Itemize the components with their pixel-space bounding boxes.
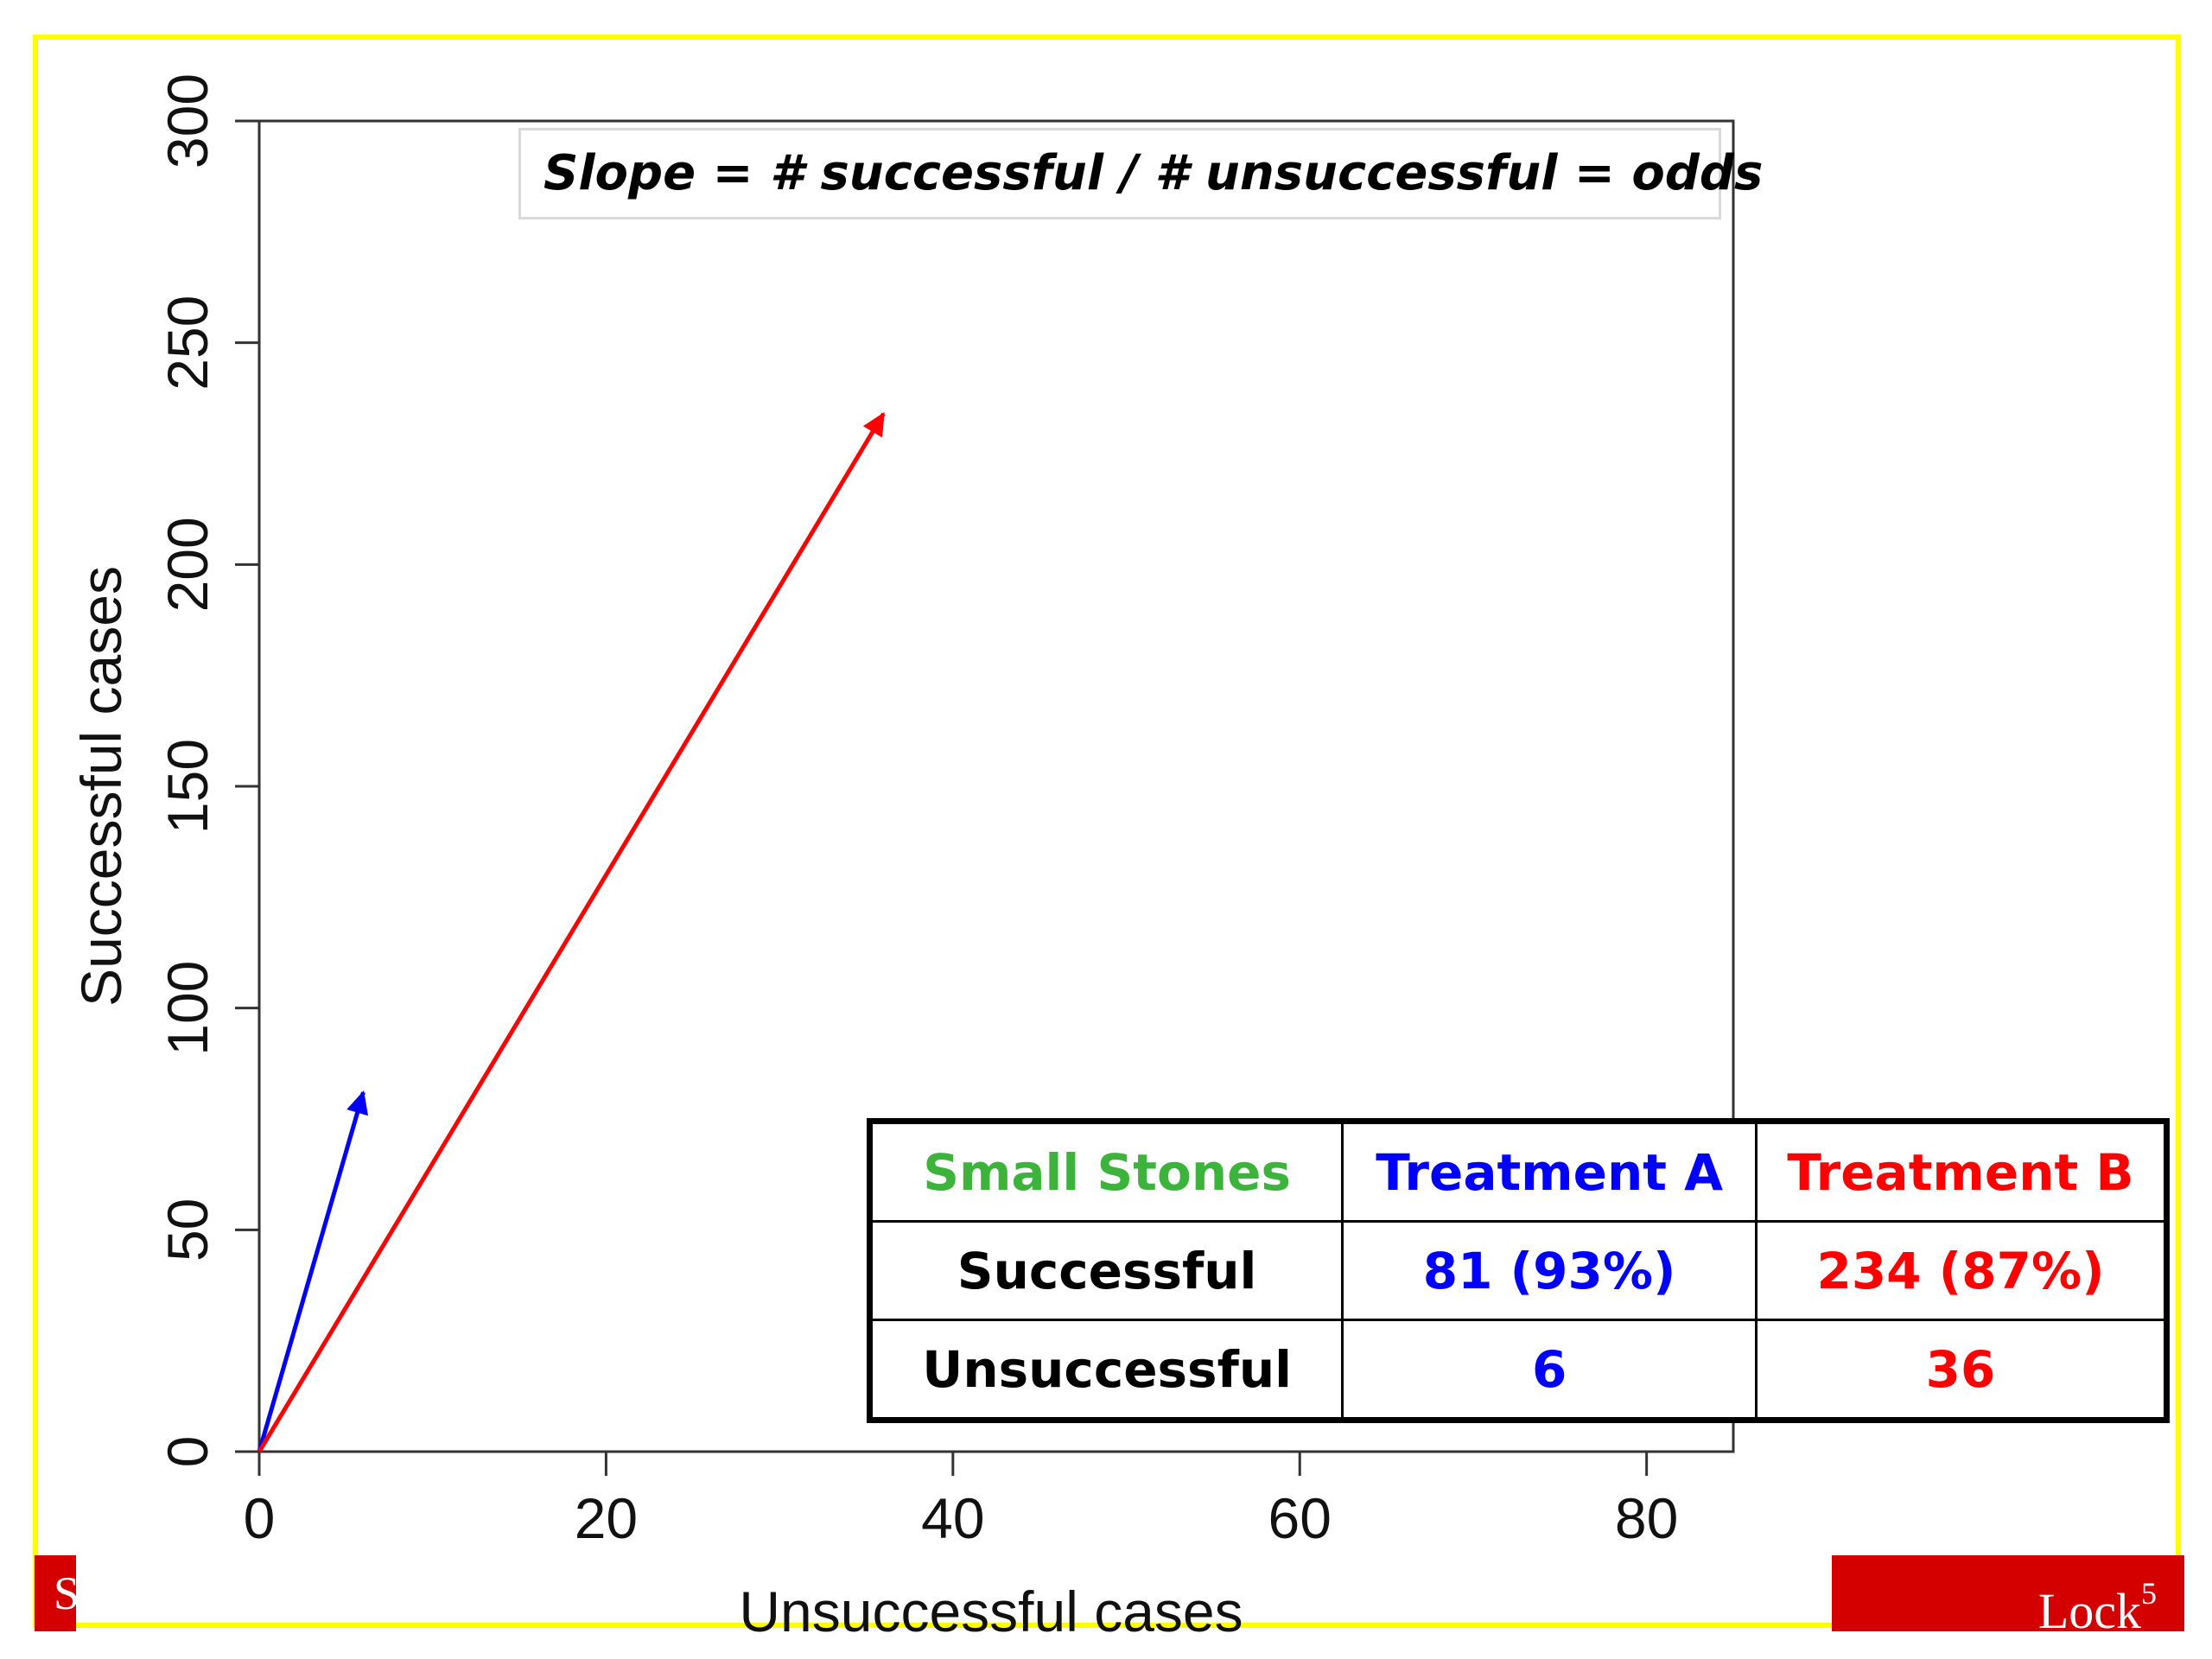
table-header-group: Small Stones xyxy=(868,1120,1344,1223)
series-line-treatment-b xyxy=(257,412,886,1453)
x-tick-label: 60 xyxy=(1268,1486,1332,1550)
y-tick-label: 50 xyxy=(156,1198,219,1262)
y-tick-label: 150 xyxy=(156,739,219,834)
table-row: Unsuccessful 6 36 xyxy=(868,1319,2168,1421)
series-arrowhead-treatment-a xyxy=(346,1090,369,1116)
x-tick-label: 80 xyxy=(1615,1486,1678,1550)
y-axis-title: Successful cases xyxy=(69,566,133,1007)
table-header-treatment-a: Treatment A xyxy=(1341,1120,1758,1223)
series-arrowhead-treatment-b xyxy=(862,411,885,438)
footer-left-bar: S xyxy=(35,1555,76,1631)
footer-left-text: S xyxy=(54,1567,76,1619)
footer-brand-superscript: 5 xyxy=(2141,1576,2157,1611)
x-tick-label: 0 xyxy=(244,1486,276,1550)
table-header-row: Small Stones Treatment A Treatment B xyxy=(868,1120,2168,1223)
y-tick-label: 200 xyxy=(156,517,219,612)
cell-a-unsuccessful: 6 xyxy=(1341,1319,1758,1421)
x-tick-label: 40 xyxy=(921,1486,984,1550)
table-row: Successful 81 (93%) 234 (87%) xyxy=(868,1220,2168,1321)
cell-a-successful: 81 (93%) xyxy=(1341,1220,1758,1321)
footer-brand-text: Lock xyxy=(2037,1583,2141,1639)
y-tick-label: 100 xyxy=(156,961,219,1056)
footer-brand: Lock5 xyxy=(1832,1555,2184,1639)
row-label-unsuccessful: Unsuccessful xyxy=(868,1319,1344,1421)
x-axis-title: Unsuccessful cases xyxy=(739,1580,1243,1643)
y-tick-label: 300 xyxy=(156,73,219,168)
cell-b-successful: 234 (87%) xyxy=(1755,1220,2168,1321)
series-line-treatment-a xyxy=(257,1091,365,1452)
table-header-treatment-b: Treatment B xyxy=(1755,1120,2168,1223)
slope-annotation: Slope = # successful / # unsuccessful = … xyxy=(518,128,1763,219)
slide-frame xyxy=(33,35,2181,1628)
row-label-successful: Successful xyxy=(868,1220,1344,1321)
data-table: Small Stones Treatment A Treatment B Suc… xyxy=(867,1118,2170,1423)
y-tick-label: 250 xyxy=(156,296,219,391)
cell-b-unsuccessful: 36 xyxy=(1755,1319,2168,1421)
x-tick-label: 20 xyxy=(575,1486,638,1550)
y-tick-label: 0 xyxy=(156,1436,219,1468)
